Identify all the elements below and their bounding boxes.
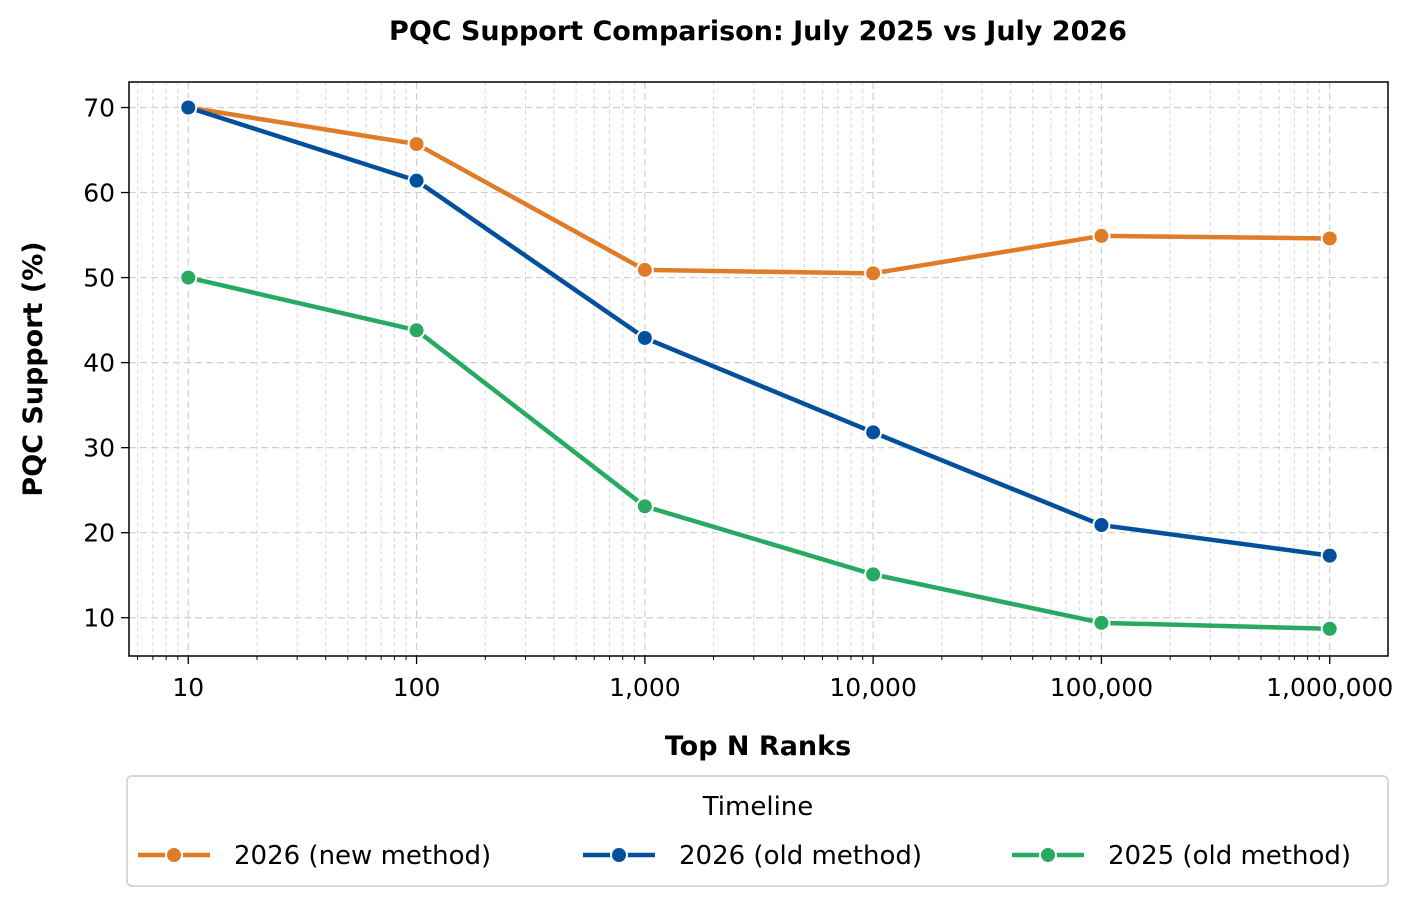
y-axis-label: PQC Support (%): [18, 241, 49, 496]
series-group: [179, 98, 1339, 638]
plot-frame: [128, 81, 1389, 657]
data-point: [1092, 613, 1111, 632]
x-axis-label: Top N Ranks: [665, 731, 851, 762]
data-point: [1320, 546, 1339, 565]
data-point: [179, 268, 198, 287]
y-tick-label: 40: [83, 349, 115, 378]
y-tick-label: 30: [83, 434, 115, 463]
legend-item: 2026 (new method): [138, 841, 491, 871]
data-point: [1092, 516, 1111, 535]
legend: Timeline 2026 (new method) 2026 (old meth…: [126, 775, 1389, 887]
data-point: [179, 98, 198, 117]
series-1: [179, 98, 1339, 283]
legend-item: 2026 (old method): [583, 841, 922, 871]
legend-label: 2026 (new method): [234, 841, 491, 871]
x-tick-label: 1,000: [609, 673, 681, 702]
data-point: [864, 423, 883, 442]
data-point: [1092, 226, 1111, 245]
grid: [129, 82, 1388, 656]
legend-marker: [1039, 846, 1057, 864]
series-line: [186, 105, 1332, 276]
series-3: [179, 268, 1339, 638]
y-tick-label: 50: [83, 264, 115, 293]
legend-label: 2026 (old method): [679, 841, 922, 871]
data-point: [864, 565, 883, 584]
legend-label: 2025 (old method): [1108, 841, 1351, 871]
legend-item: 2025 (old method): [1012, 841, 1351, 871]
x-tick-label: 10: [172, 673, 204, 702]
legend-box: [126, 775, 1389, 887]
data-point: [1320, 619, 1339, 638]
x-tick-label: 100: [393, 673, 441, 702]
y-tick-label: 60: [83, 179, 115, 208]
x-tick-label: 10,000: [829, 673, 916, 702]
series-2: [179, 98, 1339, 565]
data-point: [407, 171, 426, 190]
legend-marker: [610, 846, 628, 864]
y-tick-label: 70: [83, 94, 115, 123]
legend-marker: [165, 846, 183, 864]
data-point: [407, 321, 426, 340]
data-point: [407, 135, 426, 154]
data-point: [635, 260, 654, 279]
data-point: [1320, 229, 1339, 248]
series-line: [186, 105, 1332, 558]
axes: 10 100 1,000 10,000 100,000 1,000,000 10 20 30 40…: [83, 94, 1393, 702]
y-tick-label: 10: [83, 604, 115, 633]
data-point: [864, 264, 883, 283]
y-tick-label: 20: [83, 519, 115, 548]
x-tick-label: 1,000,000: [1266, 673, 1393, 702]
data-point: [635, 497, 654, 516]
series-line: [186, 275, 1332, 632]
data-point: [635, 328, 654, 347]
x-tick-label: 100,000: [1050, 673, 1153, 702]
legend-title: Timeline: [702, 792, 814, 822]
chart-title: PQC Support Comparison: July 2025 vs Jul…: [389, 16, 1127, 47]
